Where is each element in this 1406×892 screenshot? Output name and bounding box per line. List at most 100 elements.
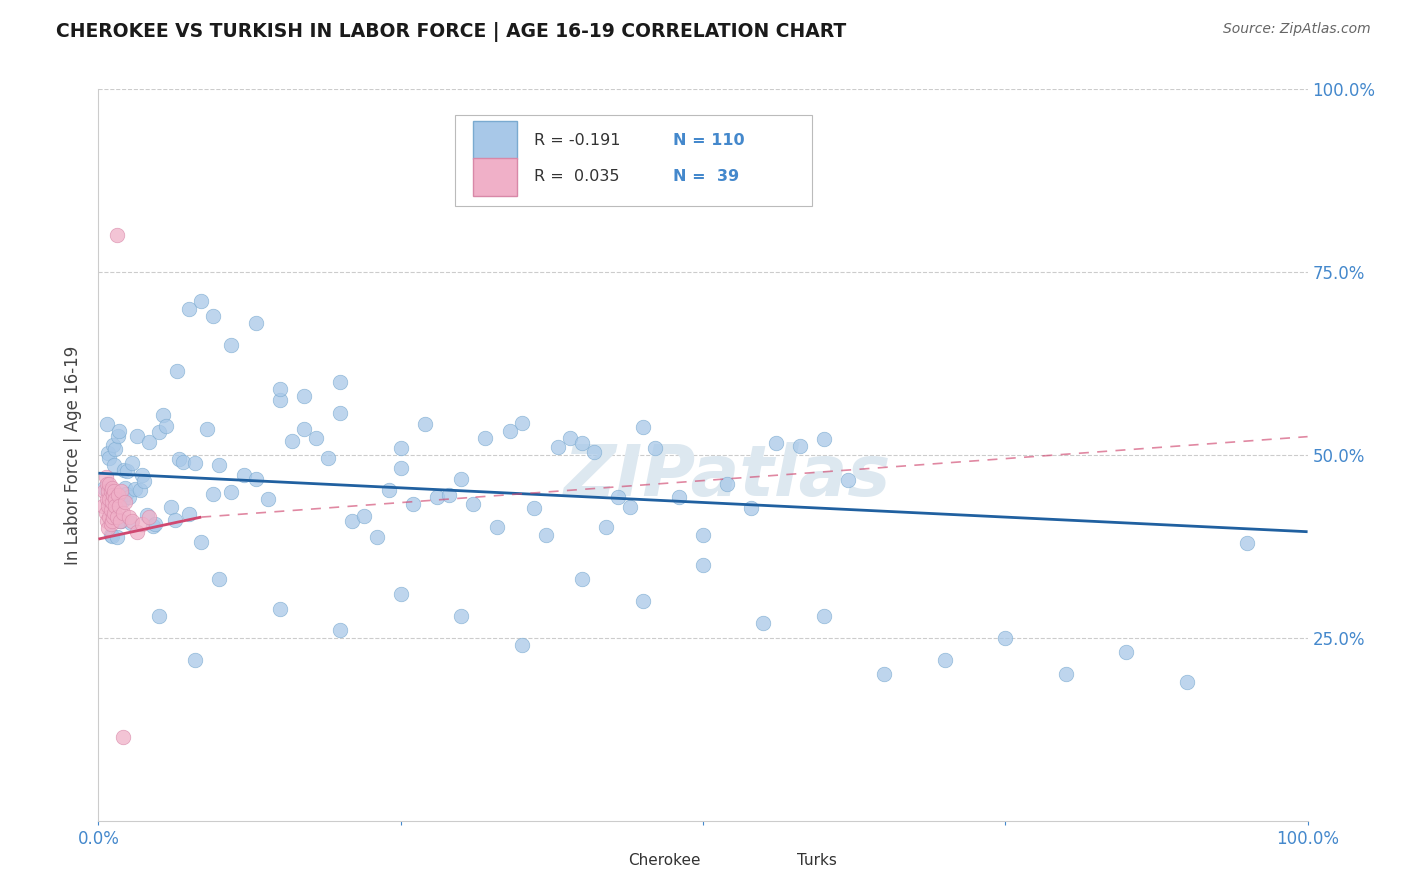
Point — [108, 499, 131, 513]
Point — [740, 501, 762, 516]
Point — [96, 514, 118, 528]
Point — [111, 507, 134, 521]
Text: CHEROKEE VS TURKISH IN LABOR FORCE | AGE 16-19 CORRELATION CHART: CHEROKEE VS TURKISH IN LABOR FORCE | AGE… — [56, 22, 846, 42]
Point — [179, 301, 201, 316]
Text: Source: ZipAtlas.com: Source: ZipAtlas.com — [1223, 22, 1371, 37]
Point — [389, 441, 412, 455]
Point — [765, 435, 787, 450]
Point — [105, 510, 128, 524]
Point — [101, 510, 124, 524]
Point — [184, 653, 207, 667]
Point — [837, 473, 859, 487]
Point — [813, 608, 835, 623]
Point — [94, 507, 117, 521]
Point — [98, 477, 121, 491]
FancyBboxPatch shape — [456, 115, 811, 206]
Point — [166, 364, 188, 378]
Point — [103, 507, 125, 521]
Point — [111, 730, 134, 744]
Point — [169, 452, 191, 467]
Point — [179, 507, 201, 521]
Point — [692, 558, 714, 572]
Point — [118, 490, 141, 504]
Point — [208, 458, 231, 472]
Point — [631, 420, 654, 434]
Point — [160, 500, 183, 514]
Point — [934, 653, 956, 667]
Point — [510, 416, 533, 430]
Point — [571, 435, 593, 450]
Point — [163, 513, 186, 527]
Point — [94, 470, 117, 484]
Point — [190, 294, 212, 309]
Point — [138, 510, 160, 524]
Point — [316, 451, 339, 466]
Point — [450, 608, 472, 623]
Point — [93, 481, 115, 495]
Point — [668, 490, 690, 504]
Point — [96, 491, 118, 506]
Point — [104, 499, 127, 513]
FancyBboxPatch shape — [579, 847, 621, 879]
Point — [366, 530, 388, 544]
Point — [131, 468, 153, 483]
Text: Cherokee: Cherokee — [628, 854, 700, 869]
Point — [752, 616, 775, 631]
Point — [114, 495, 136, 509]
Point — [389, 587, 412, 601]
Point — [121, 456, 143, 470]
Point — [118, 510, 141, 524]
Point — [131, 517, 153, 532]
Point — [105, 228, 128, 243]
Text: R =  0.035: R = 0.035 — [534, 169, 619, 185]
Point — [100, 529, 122, 543]
Point — [558, 431, 581, 445]
Point — [100, 517, 122, 532]
Point — [97, 446, 120, 460]
Point — [426, 490, 449, 504]
Point — [1175, 674, 1198, 689]
Point — [155, 419, 177, 434]
Point — [789, 439, 811, 453]
Point — [135, 508, 157, 523]
Point — [269, 382, 291, 396]
Point — [353, 509, 375, 524]
Point — [112, 463, 135, 477]
Point — [101, 438, 124, 452]
Point — [110, 514, 132, 528]
Point — [195, 422, 218, 436]
Point — [107, 488, 129, 502]
Point — [619, 500, 641, 515]
Point — [607, 490, 630, 504]
Point — [97, 499, 120, 513]
Point — [108, 515, 131, 529]
Point — [486, 519, 509, 533]
Point — [631, 594, 654, 608]
Point — [190, 535, 212, 549]
Point — [547, 440, 569, 454]
Point — [208, 572, 231, 586]
Point — [143, 517, 166, 532]
Point — [127, 429, 149, 443]
Point — [98, 510, 121, 524]
Point — [100, 495, 122, 509]
Point — [100, 484, 122, 499]
Point — [463, 497, 485, 511]
Point — [329, 406, 352, 420]
Point — [245, 316, 267, 330]
Point — [1054, 667, 1077, 681]
Point — [110, 484, 132, 499]
Point — [583, 445, 606, 459]
Point — [93, 484, 115, 499]
Point — [100, 514, 122, 528]
Point — [716, 477, 738, 491]
Point — [105, 530, 128, 544]
Text: Turks: Turks — [797, 854, 837, 869]
Point — [534, 527, 557, 541]
Point — [148, 608, 170, 623]
Point — [128, 483, 150, 497]
Point — [1236, 535, 1258, 549]
Point — [437, 488, 460, 502]
Point — [103, 484, 125, 499]
Point — [256, 492, 278, 507]
